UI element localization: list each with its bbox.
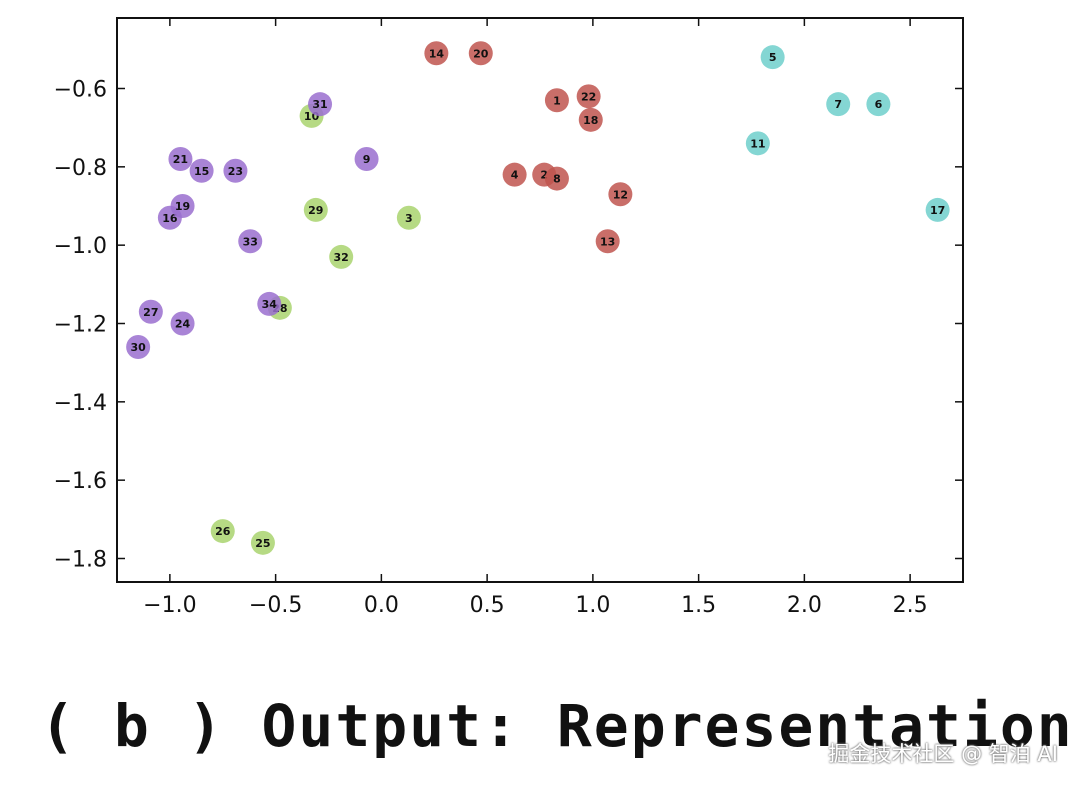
data-point-20 — [468, 41, 493, 66]
data-point-label-11: 11 — [750, 137, 765, 150]
data-point-25 — [250, 530, 275, 555]
data-point-7 — [826, 92, 851, 117]
data-point-12 — [608, 182, 633, 207]
data-point-4 — [502, 162, 527, 187]
x-tick-label: 2.5 — [893, 593, 928, 618]
axes-layer: −1.0 −0.5 0.0 0.5 1.0 1.5 2.0 2.5 −0.6 −0.8 −1.0 −1… — [54, 17, 964, 618]
data-point-6 — [866, 92, 891, 117]
data-point-31 — [308, 92, 333, 117]
y-tick-label: −1.0 — [54, 234, 107, 259]
data-point-label-12: 12 — [613, 188, 628, 201]
data-point-1 — [544, 88, 569, 113]
y-tick-label: −1.4 — [54, 391, 107, 416]
data-point-19 — [170, 194, 195, 218]
data-point-27 — [138, 299, 163, 324]
data-point-11 — [745, 131, 770, 156]
data-point-22 — [576, 84, 601, 109]
data-point-17 — [925, 197, 950, 222]
data-point-label-14: 14 — [429, 47, 445, 60]
data-point-label-9: 9 — [363, 153, 371, 166]
data-point-label-19: 19 — [175, 200, 190, 213]
watermark: 掘金技术社区 @ 智泊 AI — [828, 742, 1058, 766]
y-tick-label: −1.6 — [54, 469, 107, 494]
data-point-label-30: 30 — [130, 341, 146, 354]
data-point-label-25: 25 — [255, 537, 270, 550]
data-point-3 — [396, 205, 421, 230]
data-point-21 — [168, 147, 193, 171]
x-tick-label: −0.5 — [249, 593, 302, 618]
data-point-label-24: 24 — [175, 318, 191, 331]
data-point-label-18: 18 — [583, 114, 598, 127]
data-point-18 — [578, 107, 603, 132]
data-point-label-33: 33 — [243, 235, 258, 248]
y-tick-label: −1.2 — [54, 313, 107, 338]
data-point-14 — [424, 41, 449, 66]
data-point-label-31: 31 — [312, 98, 327, 111]
data-point-label-1: 1 — [553, 94, 561, 107]
data-point-label-13: 13 — [600, 235, 615, 248]
x-tick-label: 1.0 — [575, 593, 610, 618]
plot-frame — [116, 17, 964, 583]
data-point-label-5: 5 — [769, 51, 777, 64]
data-point-32 — [329, 244, 354, 269]
data-point-label-16: 16 — [162, 212, 178, 225]
y-tick-label: −0.6 — [54, 78, 107, 103]
data-point-label-20: 20 — [473, 47, 489, 60]
data-point-label-21: 21 — [173, 153, 188, 166]
data-point-15 — [189, 158, 214, 183]
data-point-26 — [210, 519, 235, 544]
data-point-label-23: 23 — [228, 165, 243, 178]
x-tick-label: 0.0 — [364, 593, 399, 618]
data-point-34 — [257, 291, 282, 316]
data-point-label-2: 2 — [540, 169, 548, 182]
data-point-label-3: 3 — [405, 212, 413, 225]
y-tick-label: −0.8 — [54, 156, 107, 181]
data-point-label-6: 6 — [875, 98, 883, 111]
x-tick-label: −1.0 — [143, 593, 196, 618]
y-tick-label: −1.8 — [54, 548, 107, 573]
data-point-label-8: 8 — [553, 173, 561, 186]
data-point-label-26: 26 — [215, 525, 231, 538]
data-point-label-15: 15 — [194, 165, 209, 178]
scatter-chart: 1234567891011121314151617181920212223242… — [54, 17, 964, 618]
data-point-label-7: 7 — [834, 98, 842, 111]
figure-caption: ( b ) Output: Representation — [40, 692, 1074, 760]
data-point-5 — [760, 45, 785, 70]
data-point-13 — [595, 229, 620, 254]
data-point-label-4: 4 — [511, 169, 519, 182]
data-point-23 — [223, 158, 248, 183]
data-point-label-17: 17 — [930, 204, 945, 217]
x-tick-label: 1.5 — [681, 593, 716, 618]
data-point-label-32: 32 — [334, 251, 349, 264]
x-tick-label: 2.0 — [787, 593, 822, 618]
data-point-label-22: 22 — [581, 90, 596, 103]
data-point-9 — [354, 147, 379, 171]
data-point-24 — [170, 311, 195, 336]
data-point-label-27: 27 — [143, 306, 158, 319]
data-point-8 — [544, 166, 569, 191]
data-point-label-29: 29 — [308, 204, 323, 217]
data-point-33 — [238, 229, 263, 254]
x-tick-label: 0.5 — [470, 593, 505, 618]
points-layer: 1234567891011121314151617181920212223242… — [126, 41, 950, 555]
data-point-label-34: 34 — [262, 298, 278, 311]
data-point-30 — [126, 335, 151, 359]
data-point-29 — [303, 197, 328, 222]
